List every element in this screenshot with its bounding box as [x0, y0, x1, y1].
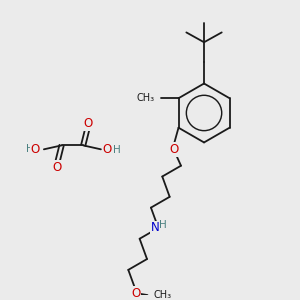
Text: N: N: [151, 221, 160, 234]
Text: CH₃: CH₃: [153, 290, 172, 300]
Text: O: O: [83, 117, 93, 130]
Text: O: O: [103, 143, 112, 156]
Text: H: H: [159, 220, 167, 230]
Text: H: H: [26, 144, 34, 154]
Text: CH₃: CH₃: [137, 93, 155, 103]
Text: O: O: [169, 143, 178, 156]
Text: O: O: [52, 160, 61, 173]
Text: O: O: [131, 286, 140, 300]
Text: H: H: [113, 145, 120, 155]
Text: O: O: [31, 143, 40, 156]
